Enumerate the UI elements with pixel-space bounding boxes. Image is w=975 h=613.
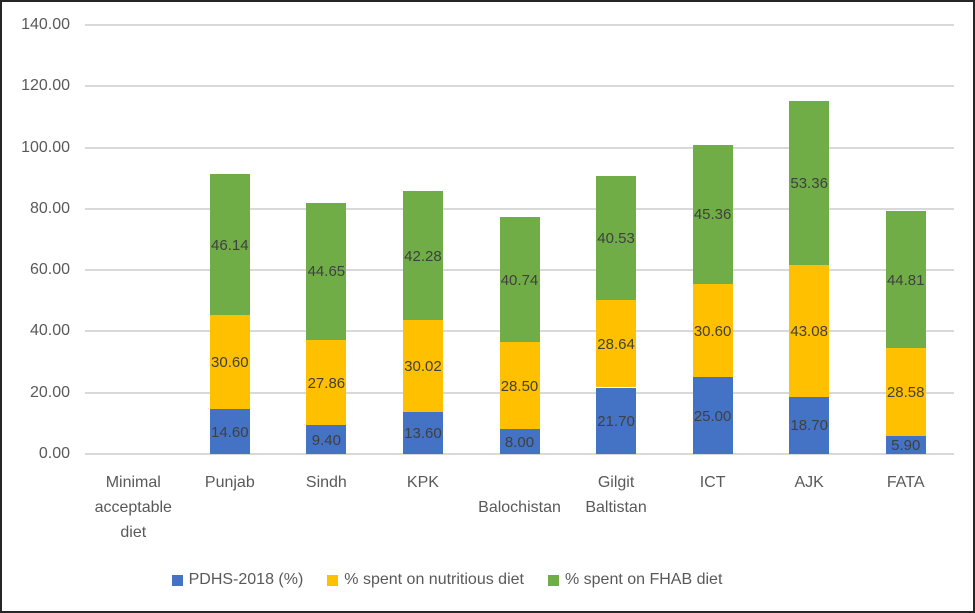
bar-segment-ict-s2 — [692, 144, 733, 284]
bar-segment-ajk-s2 — [789, 101, 830, 265]
legend-swatch-fhab-icon — [547, 574, 559, 586]
legend: PDHS-2018 (%) % spent on nutritious diet… — [2, 565, 892, 595]
bar-value-label: 27.86 — [307, 374, 346, 392]
gridline — [85, 24, 954, 26]
bar-segment-kpk-s2 — [402, 190, 443, 321]
bar-value-label: 8.00 — [504, 433, 535, 451]
legend-item-fhab: % spent on FHAB diet — [547, 565, 723, 595]
bar-segment-ajk-s1 — [789, 264, 830, 397]
bar-segment-sindh-s0 — [306, 425, 347, 454]
bar-value-label: 9.40 — [311, 431, 341, 449]
y-axis-tick-label: 80.00 — [29, 199, 70, 217]
bar-segment-punjab-s1 — [209, 315, 250, 410]
bar-value-label: 21.70 — [597, 412, 635, 430]
bar-segment-balochistan-s1 — [499, 342, 540, 430]
x-axis-category-label: Minimal acceptable diet — [94, 474, 172, 541]
y-axis-tick-label: 40.00 — [29, 322, 70, 340]
y-axis-tick-label: 120.00 — [21, 77, 70, 95]
bar-value-label: 18.70 — [790, 417, 828, 435]
gridline — [85, 85, 954, 88]
bar-value-label: 53.36 — [790, 174, 828, 192]
bar-value-label: 42.28 — [404, 247, 442, 265]
bar-value-label: 28.50 — [500, 377, 539, 395]
bar-segment-ict-s0 — [692, 377, 733, 454]
gridline — [85, 146, 954, 149]
x-axis-category-label: ICT — [699, 474, 726, 491]
bar-value-label: 40.74 — [500, 271, 539, 289]
bar-value-label: 30.60 — [211, 354, 249, 372]
bar-segment-fata-s0 — [885, 435, 926, 454]
legend-label-fhab: % spent on FHAB diet — [564, 571, 723, 588]
bar-value-label: 28.58 — [886, 384, 925, 402]
y-axis-tick-label: 100.00 — [21, 138, 70, 156]
bar-segment-ict-s1 — [692, 283, 733, 378]
bar-value-label: 40.53 — [597, 229, 635, 247]
legend-swatch-nutritious-icon — [327, 574, 339, 586]
bar-segment-balochistan-s0 — [499, 429, 540, 454]
bar-segment-sindh-s1 — [306, 339, 347, 426]
x-axis-category-label: AJK — [794, 474, 824, 491]
bar-segment-balochistan-s2 — [499, 217, 540, 343]
x-axis-category-label: FATA — [886, 474, 925, 491]
bar-segment-ajk-s0 — [789, 396, 830, 454]
bar-value-label: 14.60 — [211, 423, 249, 441]
y-axis-tick-label: 0.00 — [38, 445, 70, 462]
bar-segment-punjab-s2 — [209, 174, 250, 316]
x-axis-category-label: Punjab — [204, 474, 255, 491]
bar-value-label: 44.65 — [307, 263, 346, 281]
bar-segment-kpk-s1 — [402, 320, 443, 413]
bar-segment-kpk-s0 — [402, 412, 443, 454]
bar-value-label: 30.60 — [693, 322, 732, 340]
bar-segment-fata-s2 — [885, 211, 926, 349]
gridline — [85, 453, 954, 455]
bar-segment-punjab-s0 — [209, 409, 250, 454]
bar-segment-gilgit-baltistan-s2 — [596, 175, 637, 300]
y-axis-tick-label: 20.00 — [29, 383, 70, 401]
bar-value-label: 13.60 — [404, 425, 442, 443]
bar-value-label: 45.36 — [693, 206, 732, 224]
x-axis-category-label: Balochistan — [478, 499, 561, 516]
legend-label-pdhs: PDHS-2018 (%) — [188, 571, 304, 588]
bar-value-label: 44.81 — [886, 271, 925, 289]
y-axis-tick-label: 140.00 — [21, 16, 70, 33]
bar-value-label: 5.90 — [891, 436, 921, 454]
bar-value-label: 46.14 — [211, 236, 249, 254]
x-axis-category-label: Gilgit Baltistan — [585, 474, 647, 516]
bar-segment-gilgit-baltistan-s1 — [596, 299, 637, 388]
bar-value-label: 30.02 — [404, 358, 442, 376]
legend-swatch-pdhs-icon — [171, 574, 183, 586]
bar-segment-gilgit-baltistan-s0 — [596, 387, 637, 454]
legend-item-pdhs: PDHS-2018 (%) — [171, 565, 304, 595]
gridline — [85, 207, 954, 210]
x-axis-category-label: KPK — [406, 474, 439, 491]
bar-value-label: 43.08 — [790, 322, 828, 340]
bar-segment-fata-s1 — [885, 348, 926, 436]
y-axis-tick-label: 60.00 — [29, 261, 70, 279]
bar-segment-sindh-s2 — [306, 203, 347, 340]
x-axis-category-label: Sindh — [305, 474, 347, 491]
bar-value-label: 28.64 — [597, 335, 635, 353]
bar-value-label: 25.00 — [693, 407, 732, 425]
legend-item-nutritious: % spent on nutritious diet — [327, 565, 524, 595]
legend-label-nutritious: % spent on nutritious diet — [344, 571, 524, 588]
